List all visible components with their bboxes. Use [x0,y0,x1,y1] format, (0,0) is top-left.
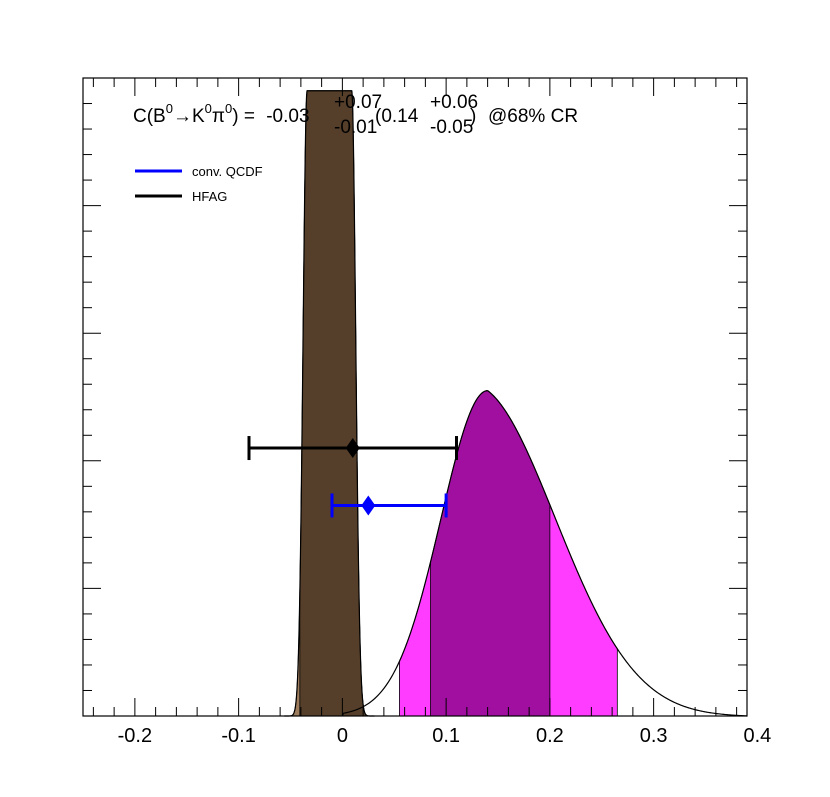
legend: conv. QCDF HFAG [135,164,263,204]
error-marker-hfag [345,438,360,459]
title-credible-region: @68% CR [488,106,578,127]
title-central-value: (0.14 [375,106,419,127]
title-close-paren: ) [470,106,476,127]
distribution-fills [292,90,618,717]
chart-title: C(B0→K0π0) = -0.03 [133,101,310,127]
x-tick-label: 0.4 [743,725,771,747]
title-value-up: +0.07 [334,92,382,113]
qcdf-wide-inner-band [430,390,551,717]
title-value-down: -0.01 [334,117,377,138]
qcdf-narrow-curve [284,90,375,717]
x-tick-label: 0.2 [536,725,564,747]
axis-ticks [83,77,747,717]
distribution-curves [284,90,748,717]
x-tick-label: 0.3 [640,725,668,747]
x-tick-label: -0.1 [221,725,255,747]
legend-label-hfag: HFAG [192,189,227,204]
x-tick-labels: -0.2 -0.1 0 0.1 0.2 0.3 0.4 [118,725,772,747]
qcdf-wide-curve [341,390,748,717]
x-tick-label: 0.1 [432,725,460,747]
title-value2-down: -0.05 [430,117,473,138]
plot-frame [82,77,748,717]
error-marker-conv-qcdf [361,495,376,516]
x-tick-label: 0 [337,725,348,747]
legend-label-qcdf: conv. QCDF [192,164,263,179]
error-bars [247,436,458,518]
title-value2-up: +0.06 [430,92,478,113]
qcdf-narrow-inner-band [299,90,379,717]
x-tick-label: -0.2 [118,725,152,747]
